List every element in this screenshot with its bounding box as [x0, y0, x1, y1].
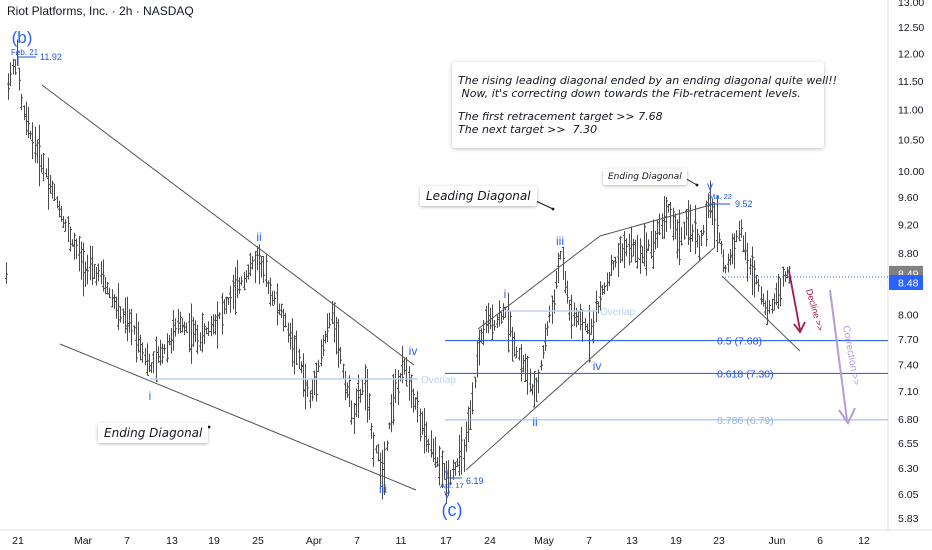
price-tick-label: 7.40 [898, 360, 919, 372]
ending-diagonal-top-pointer-dot [695, 183, 699, 187]
time-tick-label: 11 [396, 535, 407, 547]
time-tick-label: May [534, 535, 555, 547]
time-tick-label: 6 [817, 535, 823, 547]
price-tick-label: 10.00 [898, 166, 924, 178]
price-tick-label: 12.50 [898, 22, 924, 34]
leading-diagonal-upper-line-1 [477, 235, 601, 330]
wave-label: i [504, 287, 507, 301]
price-tick-label: 6.05 [898, 489, 919, 501]
time-tick-label: 19 [208, 535, 220, 547]
wave-label: ii [256, 230, 261, 244]
fib-level-label: 0.786 (6.79) [717, 415, 774, 427]
key-price-value: 11.92 [40, 52, 62, 62]
time-tick-label: Apr [306, 535, 323, 547]
fib-level-label: 0.618 (7.30) [717, 368, 774, 380]
leading-diagonal-upper-line-2 [599, 203, 715, 237]
time-tick-label: 23 [713, 535, 725, 547]
price-tick-label: 10.50 [898, 134, 924, 146]
current-price-tag [889, 275, 923, 291]
decline-arrow-shaft [788, 270, 801, 331]
time-tick-label: 24 [484, 535, 496, 547]
price-tick-label: 11.00 [898, 104, 924, 116]
wave-label: iii [556, 234, 564, 248]
current-price-text: 8.48 [898, 278, 919, 290]
price-tick-label: 7.70 [898, 334, 919, 346]
wave-label: (c) [442, 500, 463, 520]
note-line-3: The first retracement target >> 7.68 [458, 110, 663, 123]
note-line-2: Now, it's correcting down towards the Fi… [458, 87, 801, 100]
key-price-date: Ma. 22 [709, 192, 732, 201]
price-tick-label: 6.80 [898, 414, 919, 426]
fib-level-label: 0.5 (7.68) [717, 336, 762, 348]
price-tick-label: 11.50 [898, 76, 924, 88]
time-tick-label: 21 [12, 535, 24, 547]
note-line-1: The rising leading diagonal ended by an … [458, 74, 838, 87]
decline-channel-line [721, 275, 801, 352]
time-tick-label: Jun [769, 535, 786, 547]
overlap-label-right: Overlap [600, 307, 635, 318]
chart-title: Riot Platforms, Inc. · 2h · NASDAQ [7, 4, 194, 18]
key-price-value: 6.19 [466, 476, 484, 486]
time-tick-label: 17 [440, 535, 452, 547]
wave-label: v [707, 179, 713, 193]
wave-label: iv [409, 344, 418, 358]
price-tick-label: 7.10 [898, 386, 919, 398]
wave-label: i [149, 389, 152, 403]
time-tick-label: 7 [586, 535, 592, 547]
price-tick-label: 5.83 [898, 513, 919, 525]
price-tick-label: 9.60 [898, 192, 919, 204]
correction-arrow-shaft [829, 289, 848, 421]
time-tick-label: 12 [858, 535, 870, 547]
wave-label: iv [593, 359, 602, 373]
leading-diagonal-pointer-dot [551, 207, 555, 211]
ending-diagonal-pointer-dot [207, 425, 211, 429]
time-tick-label: 25 [252, 535, 264, 547]
wave-label: iii [379, 482, 387, 496]
ending-diagonal-lower-line [59, 343, 417, 491]
time-tick-label: Mar [74, 535, 93, 547]
price-tick-label: 6.30 [898, 463, 919, 475]
ending-diagonal-upper-line [41, 84, 415, 366]
price-tick-label: 6.55 [898, 438, 919, 450]
price-tick-label: 9.20 [898, 219, 919, 231]
ending-diagonal-label-left[interactable]: Ending Diagonal [98, 423, 209, 443]
analysis-note[interactable]: The rising leading diagonal ended by an … [452, 62, 838, 148]
leading-diagonal-label[interactable]: Leading Diagonal [420, 186, 537, 206]
time-tick-label: 7 [354, 535, 360, 547]
key-price-value: 9.52 [735, 199, 753, 209]
key-price-date: Apr. 17 [440, 481, 464, 490]
ending-diagonal-label-top[interactable]: Ending Diagonal [603, 169, 687, 185]
key-price-date: Feb. 21 [11, 48, 39, 57]
note-line-4: The next target >> 7.30 [458, 123, 598, 136]
wave-label: (b) [12, 28, 33, 47]
price-tick-label: 13.00 [898, 0, 924, 9]
wave-label: v [444, 487, 450, 501]
price-tick-label: 12.00 [898, 49, 924, 61]
leading-diagonal-lower-line [465, 247, 715, 471]
price-bars [5, 39, 791, 504]
price-tick-label: 8.80 [898, 248, 919, 260]
time-tick-label: 19 [670, 535, 682, 547]
decline-arrow-head [793, 321, 806, 334]
time-tick-label: 7 [124, 535, 130, 547]
correction-arrow-head [838, 407, 856, 426]
overlap-label-left: Overlap [421, 375, 456, 386]
price-tick-label: 8.00 [898, 309, 919, 321]
time-tick-label: 13 [166, 535, 178, 547]
wave-label: ii [532, 415, 537, 429]
time-tick-label: 13 [626, 535, 638, 547]
